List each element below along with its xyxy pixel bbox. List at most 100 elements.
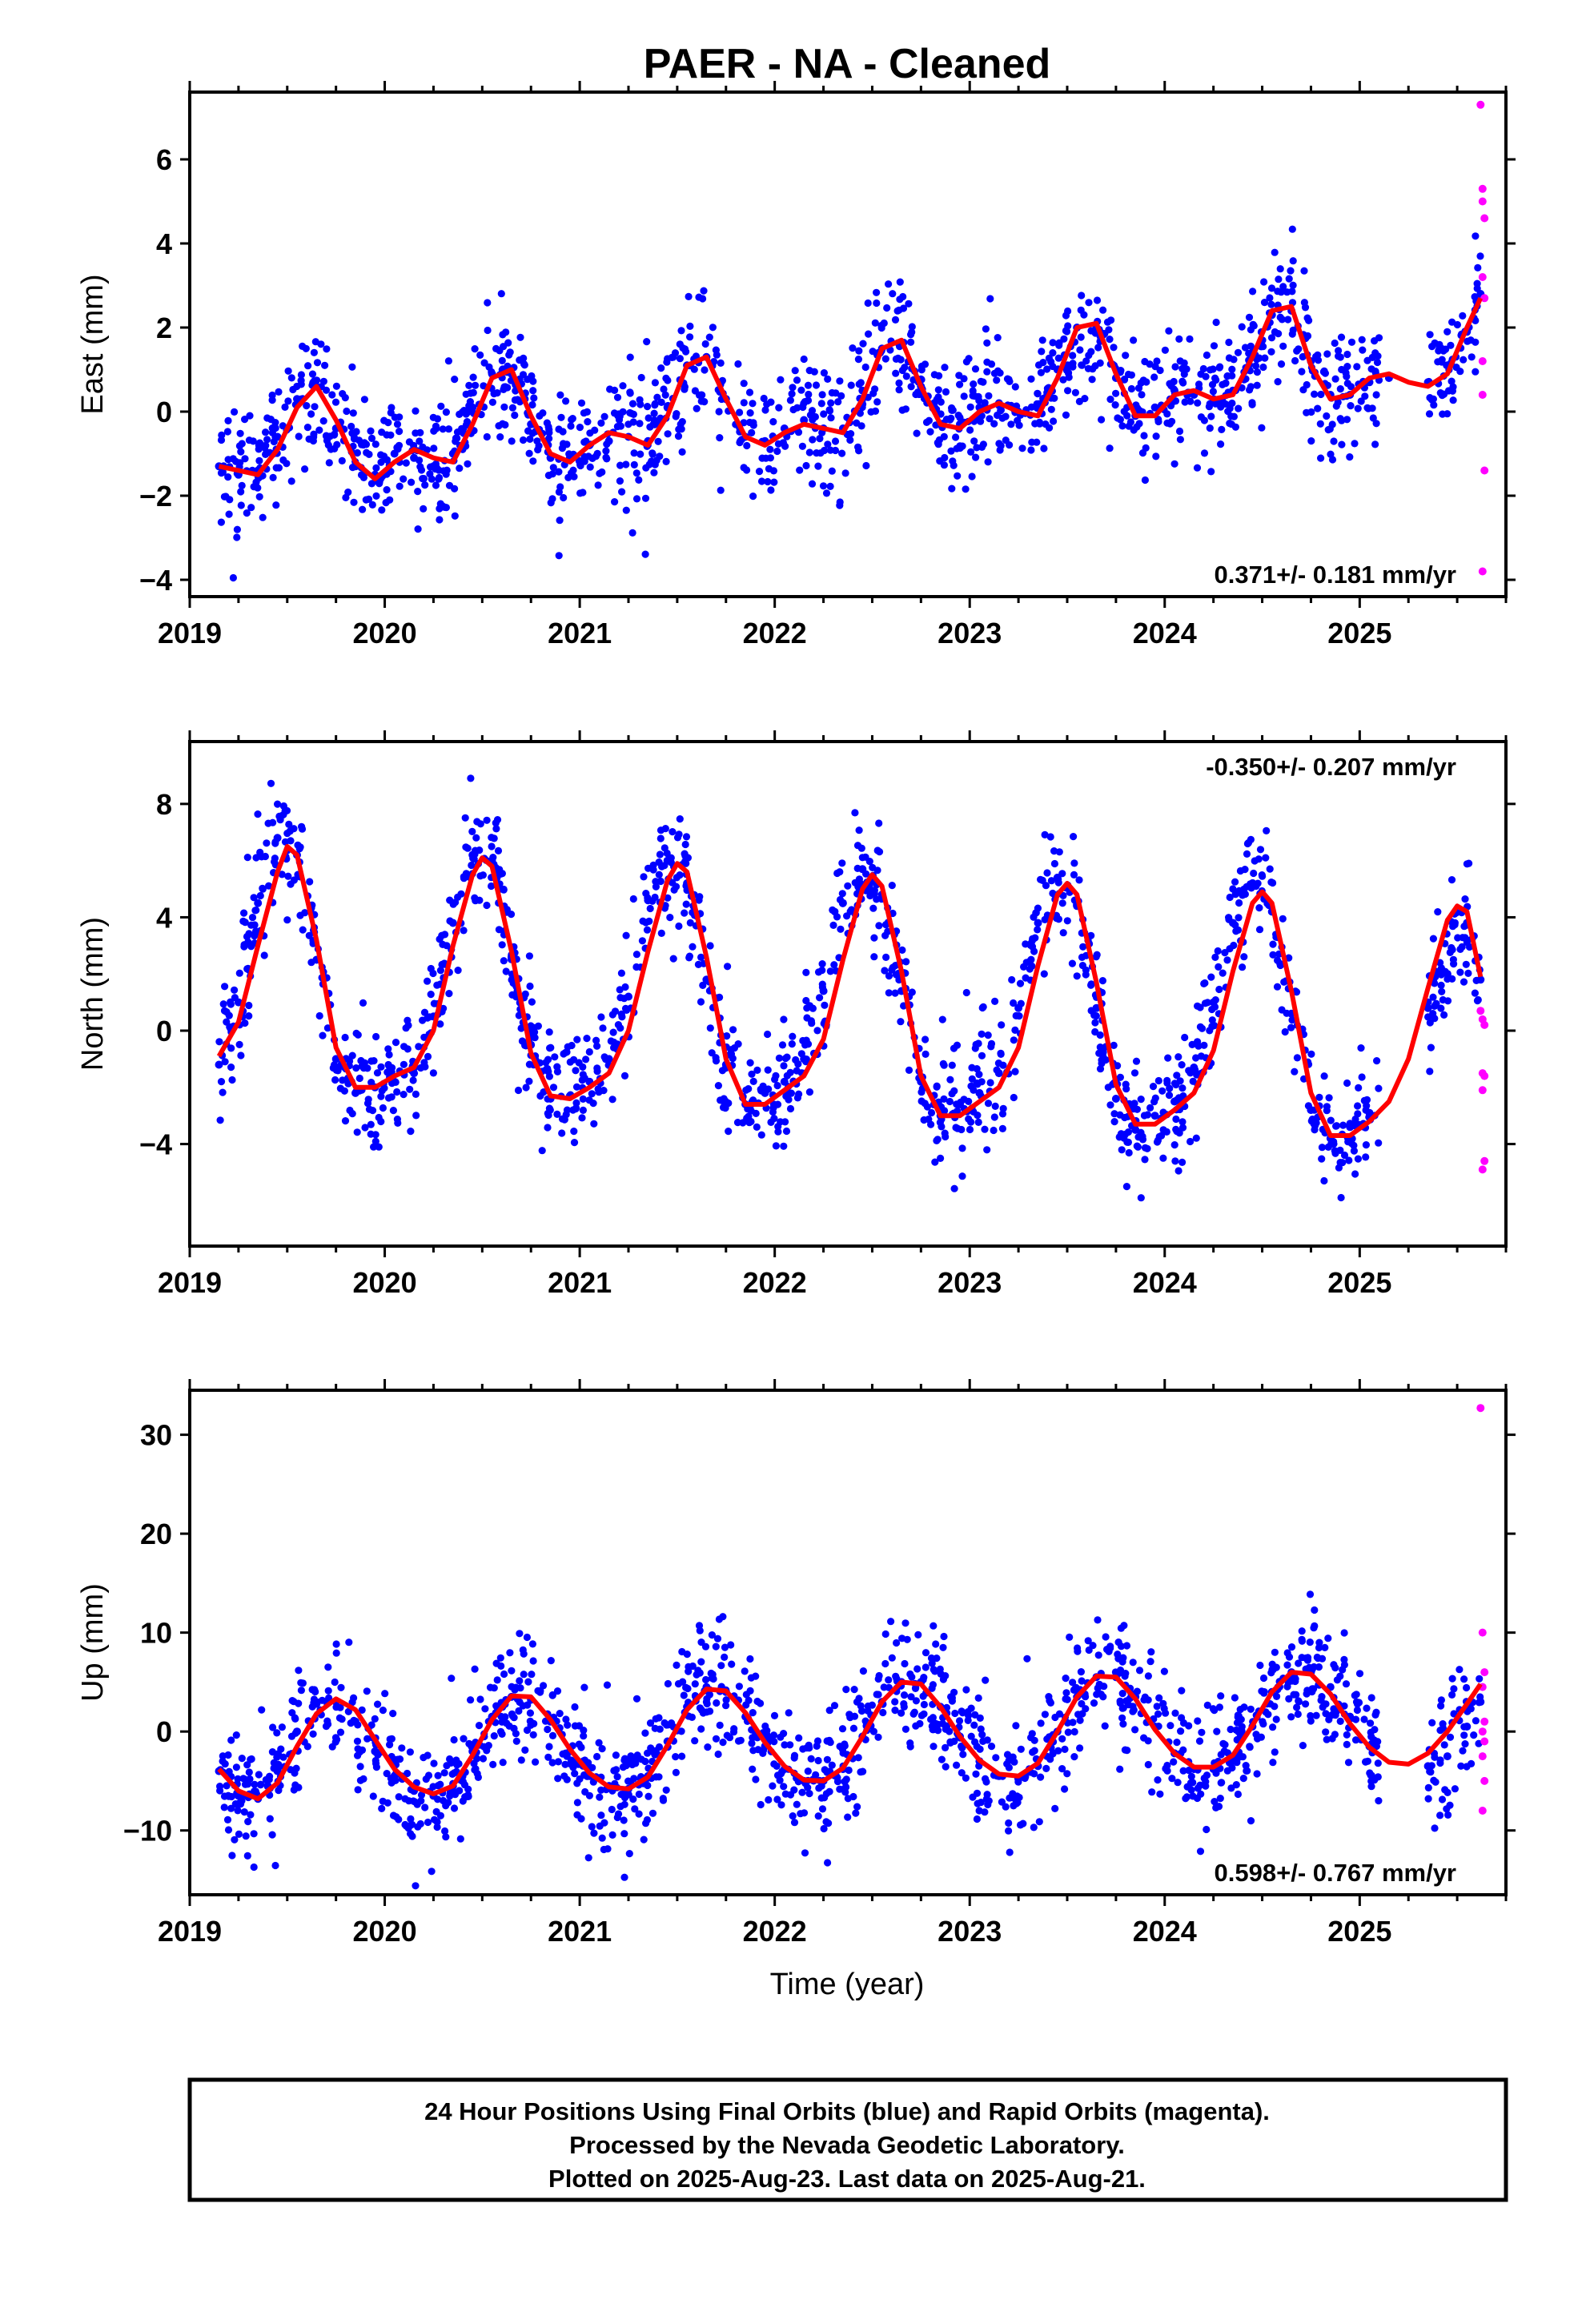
north-final-point [656,850,665,858]
north-final-point [1011,1068,1019,1076]
north-final-point [870,934,878,942]
north-final-point [940,1095,948,1103]
east-final-point [391,413,399,421]
north-x-tick-label: 2022 [743,1266,807,1299]
up-final-point [1005,1819,1013,1827]
up-final-point [845,1766,853,1775]
up-final-point [940,1632,948,1641]
north-final-point [1255,926,1264,934]
up-final-point [625,1758,633,1766]
east-final-point [1247,326,1255,334]
east-final-point [378,428,386,436]
up-final-point [1163,1767,1171,1775]
east-final-point [966,426,974,434]
up-final-point [1448,1675,1456,1683]
up-final-point [1285,1695,1293,1703]
up-final-point [323,1717,331,1725]
north-final-point [917,1097,926,1105]
up-final-point [575,1722,584,1730]
east-final-point [232,457,240,465]
north-final-point [1281,1027,1289,1036]
north-final-point [706,1024,714,1032]
up-final-point [471,1665,479,1673]
up-final-point [659,1795,667,1803]
up-final-point [912,1697,920,1705]
east-final-point [1467,336,1475,344]
east-final-point [1447,377,1456,385]
up-final-point [1160,1704,1168,1713]
north-final-point [1429,1010,1437,1018]
east-final-point [1076,346,1084,354]
up-y-tick-label: −10 [123,1815,172,1848]
north-final-point [372,1032,380,1041]
north-final-point [1022,959,1030,967]
north-x-tick-label: 2021 [548,1266,612,1299]
up-final-point [1295,1659,1303,1667]
up-final-point [1062,1689,1070,1697]
east-final-point [1124,370,1133,379]
east-final-point [941,453,949,462]
east-final-point [464,460,472,468]
east-final-point [926,428,934,436]
east-final-point [237,488,245,496]
up-final-point [247,1755,255,1763]
north-final-point [235,969,243,977]
north-final-point [753,1066,761,1074]
east-final-point [1289,281,1297,289]
east-final-point [636,420,644,428]
up-final-point [417,1797,425,1805]
north-final-point [927,1120,935,1128]
north-final-point [931,1158,939,1166]
north-final-point [553,1068,562,1076]
east-final-point [393,444,401,452]
east-final-point [1063,328,1071,336]
up-final-point [234,1775,242,1783]
north-final-point [990,1113,998,1121]
north-final-point [1223,956,1231,964]
up-final-point [544,1753,552,1761]
up-final-point [227,1804,235,1812]
east-final-point [414,525,422,533]
east-final-point [716,434,724,442]
up-final-point [1443,1752,1452,1761]
up-final-point [841,1740,849,1748]
east-final-point [1127,384,1135,393]
east-final-point [303,424,311,432]
north-final-point [1201,979,1209,987]
north-final-point [264,819,272,827]
east-final-point [272,464,280,472]
north-final-point [1269,940,1277,948]
up-final-point [959,1751,967,1759]
up-final-point [958,1744,966,1752]
up-final-point [231,1835,239,1844]
east-final-point [315,426,323,434]
east-final-point [1247,342,1255,350]
east-final-point [414,488,422,496]
east-final-point [793,376,801,384]
north-final-point [830,961,838,969]
north-final-point [999,1061,1007,1069]
up-rapid-point [1478,1628,1487,1637]
east-final-point [701,366,709,374]
up-final-point [812,1771,820,1779]
north-final-point [1426,1019,1434,1027]
north-final-point [1463,939,1471,947]
north-final-point [473,818,481,826]
east-final-point [893,307,901,315]
north-final-point [579,1095,587,1103]
north-final-point [1131,1125,1140,1134]
east-final-point [1338,440,1346,448]
north-final-point [733,1119,742,1127]
up-final-point [369,1792,377,1800]
north-final-point [252,907,260,915]
up-final-point [219,1752,227,1760]
east-final-point [1277,288,1285,296]
north-final-point [243,854,251,862]
north-final-point [1311,1126,1319,1134]
up-final-point [1017,1821,1025,1829]
east-final-point [1140,432,1148,440]
up-final-point [920,1710,928,1718]
north-x-tick-label: 2024 [1133,1266,1197,1299]
east-final-point [1346,453,1354,461]
